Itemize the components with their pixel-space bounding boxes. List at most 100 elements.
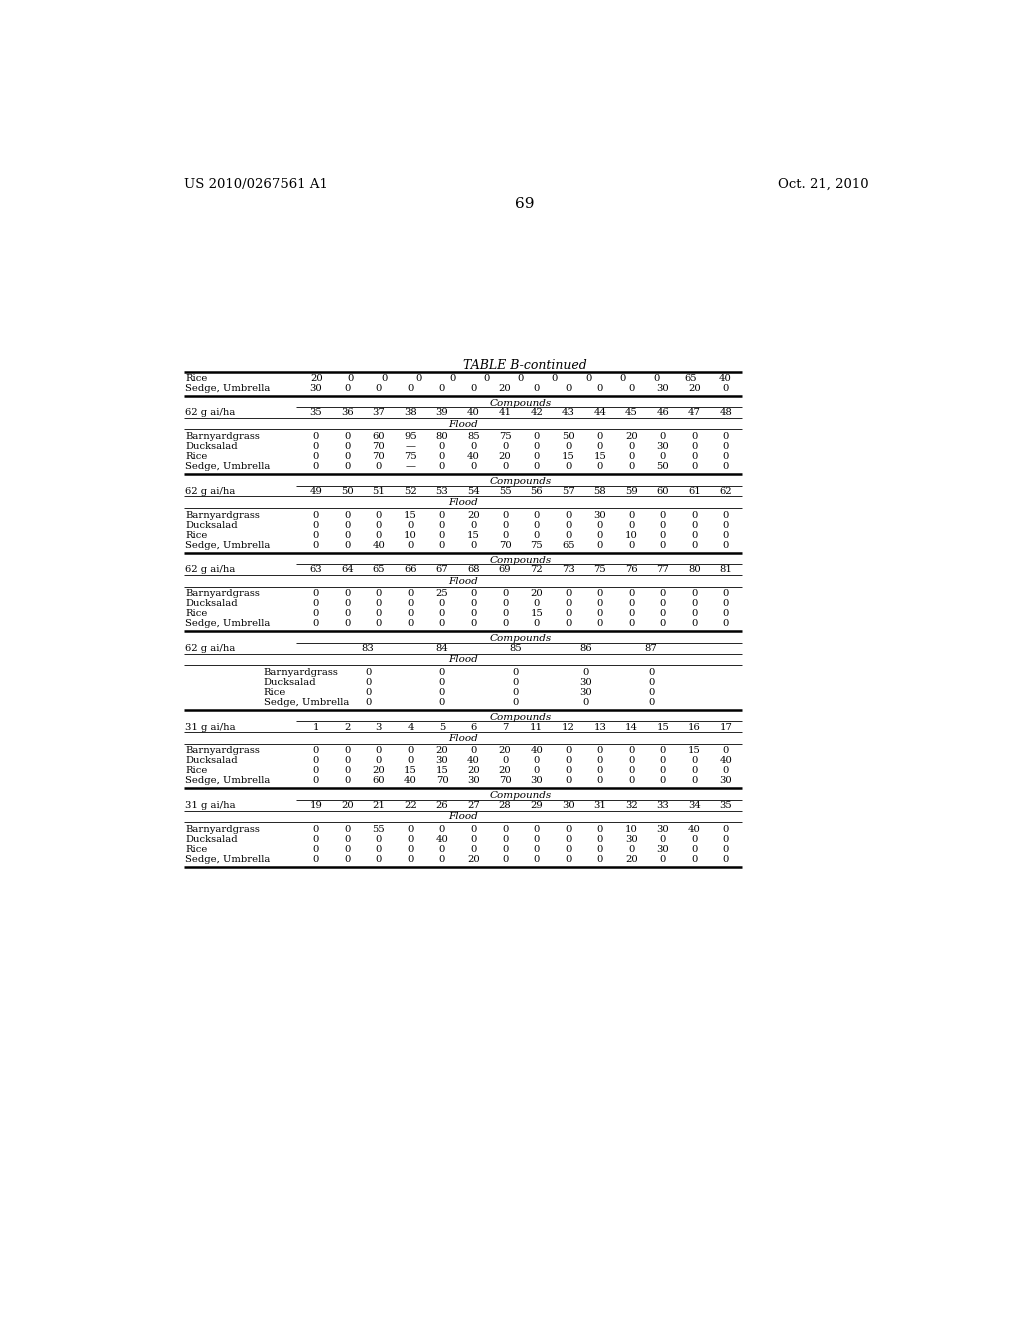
Text: 0: 0 (344, 541, 350, 550)
Text: 0: 0 (597, 756, 603, 766)
Text: Ducksalad: Ducksalad (185, 599, 238, 609)
Text: 30: 30 (625, 836, 638, 843)
Text: Barnyardgrass: Barnyardgrass (185, 825, 260, 834)
Text: 70: 70 (373, 453, 385, 461)
Text: 85: 85 (467, 432, 480, 441)
Text: 25: 25 (435, 589, 449, 598)
Text: 0: 0 (565, 384, 571, 393)
Text: 0: 0 (408, 845, 414, 854)
Text: 0: 0 (659, 453, 666, 461)
Text: 31: 31 (593, 801, 606, 810)
Text: 0: 0 (628, 599, 635, 609)
Text: 0: 0 (723, 845, 729, 854)
Text: Sedge, Umbrella: Sedge, Umbrella (185, 384, 270, 393)
Text: 50: 50 (656, 462, 670, 471)
Text: 0: 0 (439, 442, 445, 451)
Text: 20: 20 (499, 384, 512, 393)
Text: 60: 60 (656, 487, 670, 496)
Text: 70: 70 (499, 776, 512, 785)
Text: 0: 0 (534, 836, 540, 843)
Text: 0: 0 (597, 836, 603, 843)
Text: 0: 0 (534, 462, 540, 471)
Text: 0: 0 (408, 855, 414, 865)
Text: 0: 0 (408, 756, 414, 766)
Text: 31 g ai/ha: 31 g ai/ha (185, 801, 236, 810)
Text: 54: 54 (467, 487, 480, 496)
Text: 0: 0 (439, 855, 445, 865)
Text: 20: 20 (688, 384, 700, 393)
Text: 69: 69 (515, 197, 535, 211)
Text: 0: 0 (565, 610, 571, 618)
Text: 0: 0 (439, 599, 445, 609)
Text: 20: 20 (467, 511, 480, 520)
Text: 50: 50 (562, 432, 574, 441)
Text: 40: 40 (719, 374, 731, 383)
Text: 30: 30 (309, 384, 323, 393)
Text: 20: 20 (435, 746, 449, 755)
Text: 0: 0 (376, 462, 382, 471)
Text: 75: 75 (530, 541, 543, 550)
Text: 0: 0 (344, 855, 350, 865)
Text: Rice: Rice (185, 374, 208, 383)
Text: 0: 0 (416, 374, 422, 383)
Text: 55: 55 (499, 487, 512, 496)
Text: 15: 15 (562, 453, 574, 461)
Text: Rice: Rice (263, 688, 286, 697)
Text: 0: 0 (628, 756, 635, 766)
Text: 0: 0 (512, 688, 519, 697)
Text: 0: 0 (723, 836, 729, 843)
Text: 0: 0 (312, 845, 319, 854)
Text: 66: 66 (404, 565, 417, 574)
Text: 0: 0 (502, 836, 508, 843)
Text: 60: 60 (373, 432, 385, 441)
Text: 0: 0 (597, 767, 603, 775)
Text: 0: 0 (376, 610, 382, 618)
Text: 0: 0 (691, 442, 697, 451)
Text: 40: 40 (720, 756, 732, 766)
Text: 11: 11 (530, 722, 543, 731)
Text: Flood: Flood (447, 498, 477, 507)
Text: 0: 0 (620, 374, 626, 383)
Text: 0: 0 (439, 619, 445, 628)
Text: 13: 13 (593, 722, 606, 731)
Text: 0: 0 (470, 845, 477, 854)
Text: 0: 0 (691, 836, 697, 843)
Text: 0: 0 (659, 767, 666, 775)
Text: 48: 48 (720, 408, 732, 417)
Text: 70: 70 (373, 442, 385, 451)
Text: 0: 0 (723, 442, 729, 451)
Text: 87: 87 (645, 644, 657, 653)
Text: 0: 0 (691, 541, 697, 550)
Text: Compounds: Compounds (489, 399, 552, 408)
Text: 0: 0 (723, 610, 729, 618)
Text: 0: 0 (565, 776, 571, 785)
Text: 0: 0 (648, 668, 654, 677)
Text: 0: 0 (534, 855, 540, 865)
Text: 0: 0 (470, 836, 477, 843)
Text: 51: 51 (373, 487, 385, 496)
Text: 0: 0 (408, 746, 414, 755)
Text: 0: 0 (723, 521, 729, 529)
Text: 44: 44 (593, 408, 606, 417)
Text: 0: 0 (408, 521, 414, 529)
Text: 80: 80 (688, 565, 700, 574)
Text: 4: 4 (408, 722, 414, 731)
Text: 0: 0 (512, 698, 519, 708)
Text: Rice: Rice (185, 610, 208, 618)
Text: 20: 20 (310, 374, 324, 383)
Text: 0: 0 (470, 825, 477, 834)
Text: 0: 0 (628, 462, 635, 471)
Text: 0: 0 (597, 825, 603, 834)
Text: 5: 5 (439, 722, 445, 731)
Text: 30: 30 (656, 845, 670, 854)
Text: 0: 0 (723, 453, 729, 461)
Text: 36: 36 (341, 408, 353, 417)
Text: 0: 0 (659, 756, 666, 766)
Text: 29: 29 (530, 801, 543, 810)
Text: 15: 15 (404, 511, 417, 520)
Text: 0: 0 (344, 619, 350, 628)
Text: 30: 30 (562, 801, 574, 810)
Text: 20: 20 (499, 767, 512, 775)
Text: 0: 0 (439, 384, 445, 393)
Text: 0: 0 (408, 825, 414, 834)
